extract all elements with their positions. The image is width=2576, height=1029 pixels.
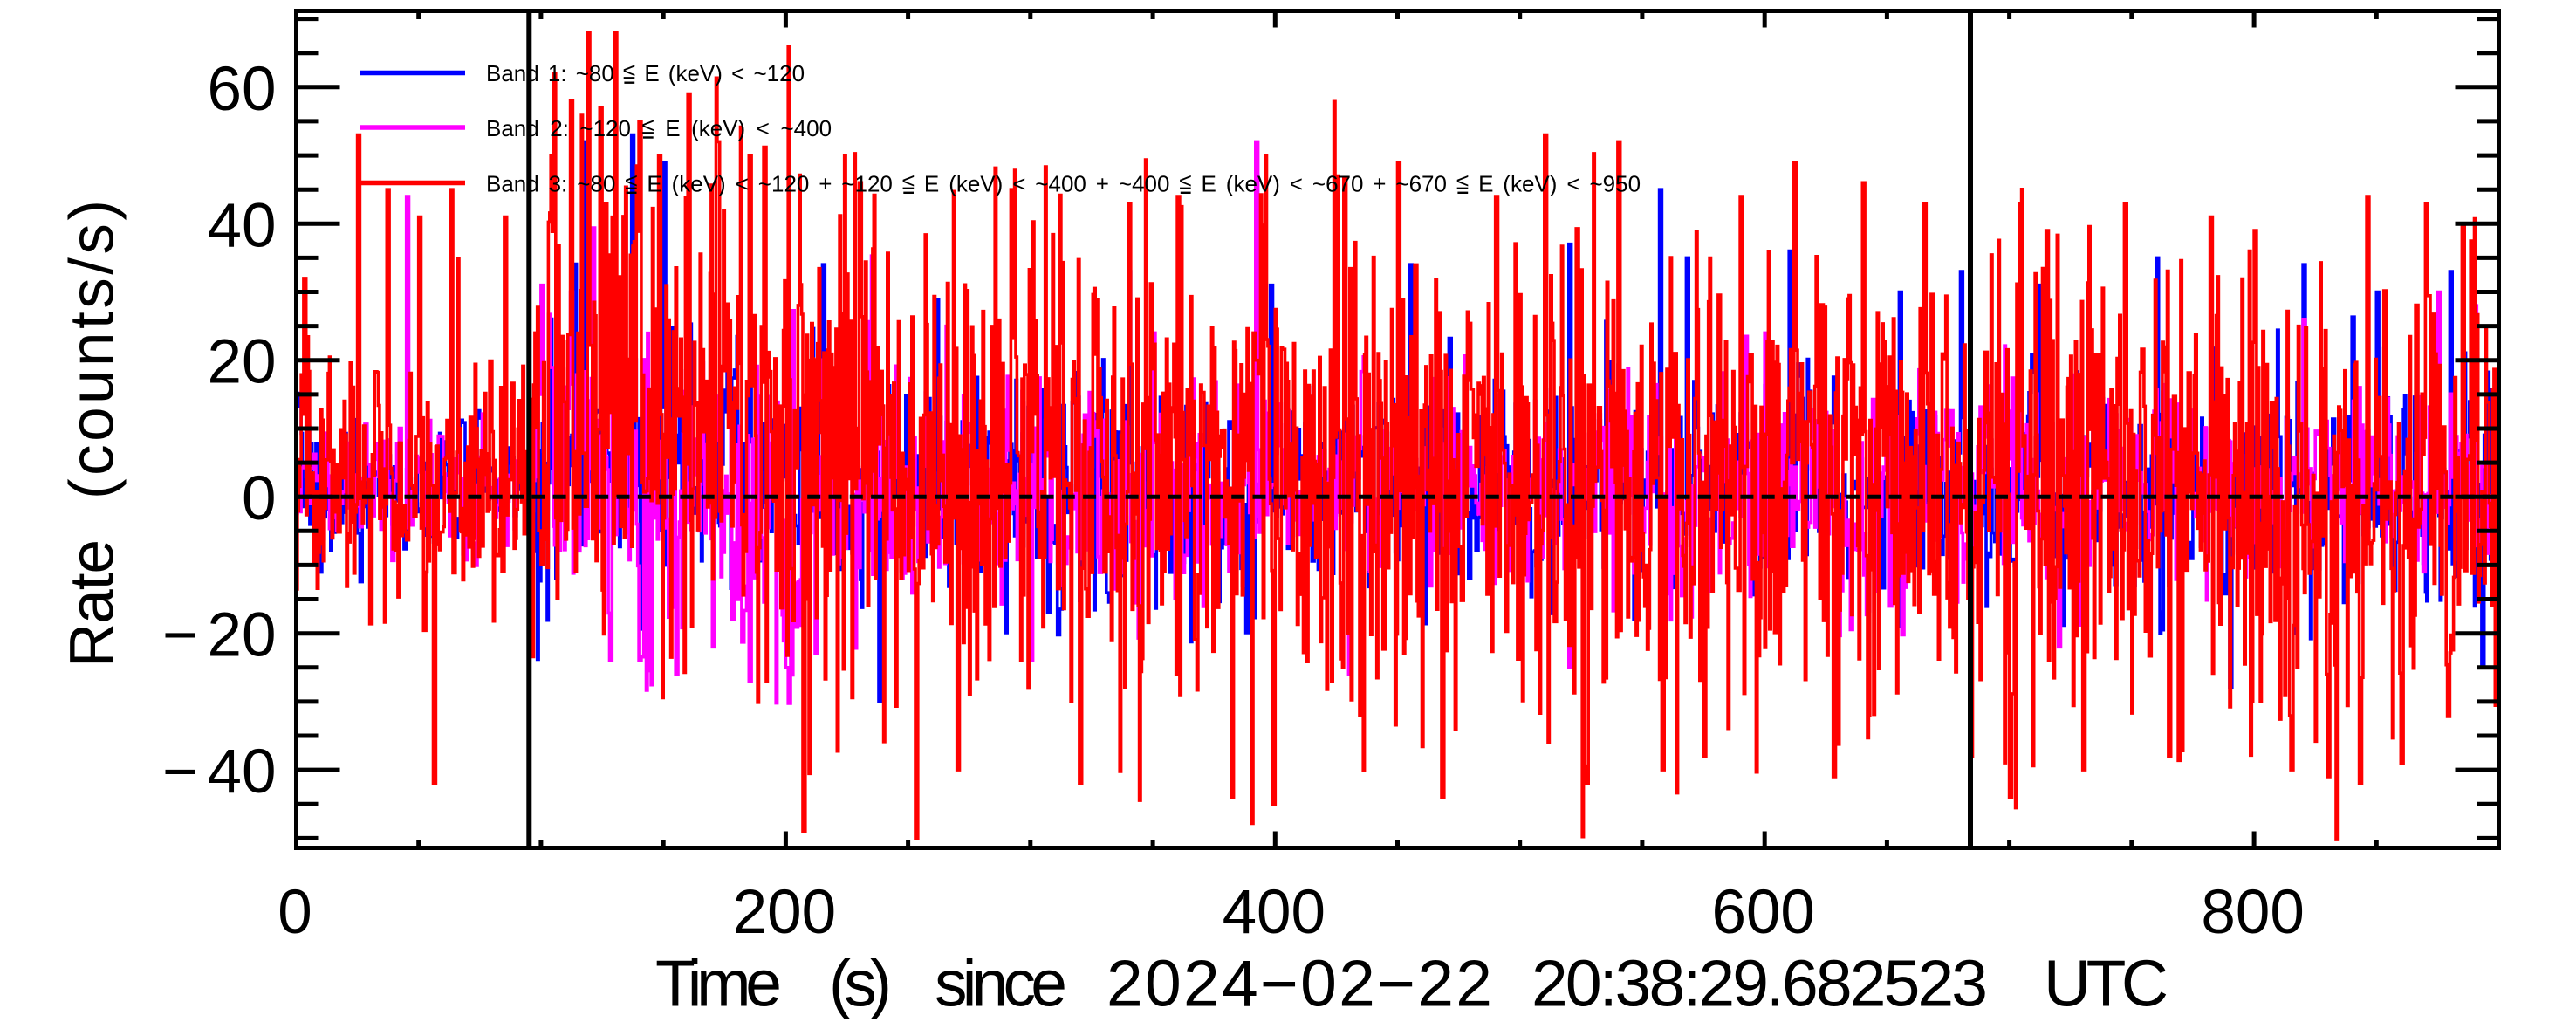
svg-text:E: E — [644, 60, 659, 86]
svg-text:(counts/s): (counts/s) — [58, 200, 127, 499]
svg-text:<: < — [736, 170, 749, 196]
svg-text:≤: ≤ — [623, 58, 635, 84]
svg-text:3:: 3: — [549, 170, 568, 196]
svg-text:Band: Band — [486, 60, 539, 86]
svg-text:(keV): (keV) — [949, 170, 1003, 196]
svg-text:(keV): (keV) — [668, 60, 723, 86]
svg-text:(keV): (keV) — [1503, 170, 1557, 196]
svg-text:E: E — [924, 170, 939, 196]
svg-text:~670: ~670 — [1312, 170, 1364, 196]
svg-text:+: + — [1373, 170, 1386, 196]
svg-text:<: < — [1290, 170, 1303, 196]
svg-text:≤: ≤ — [902, 168, 915, 194]
svg-text:Time: Time — [655, 947, 782, 1020]
svg-text:(keV): (keV) — [691, 115, 745, 141]
svg-text:~400: ~400 — [1035, 170, 1086, 196]
svg-text:0: 0 — [277, 878, 312, 947]
svg-text:~120: ~120 — [758, 170, 810, 196]
svg-text:~80: ~80 — [577, 170, 615, 196]
svg-text:(keV): (keV) — [1226, 170, 1280, 196]
svg-text:400: 400 — [1223, 878, 1326, 947]
svg-text:<: < — [1012, 170, 1025, 196]
svg-text:40: 40 — [208, 737, 277, 806]
svg-text:(keV): (keV) — [672, 170, 726, 196]
svg-text:20:38:29.682523: 20:38:29.682523 — [1531, 947, 1988, 1020]
svg-text:600: 600 — [1711, 878, 1814, 947]
svg-text:UTC: UTC — [2044, 947, 2168, 1020]
svg-text:≤: ≤ — [1456, 168, 1469, 194]
svg-text:20: 20 — [208, 601, 277, 670]
svg-text:E: E — [1202, 170, 1216, 196]
svg-text:≤: ≤ — [642, 113, 654, 139]
svg-text:Rate: Rate — [58, 539, 127, 668]
svg-text:~120: ~120 — [754, 60, 805, 86]
svg-text:40: 40 — [208, 191, 277, 260]
svg-text:~120: ~120 — [841, 170, 893, 196]
svg-text:≤: ≤ — [625, 168, 637, 194]
svg-text:Band: Band — [486, 115, 539, 141]
svg-text:0: 0 — [242, 464, 277, 533]
svg-text:E: E — [647, 170, 661, 196]
svg-text:+: + — [819, 170, 832, 196]
svg-text:2:: 2: — [550, 115, 569, 141]
svg-text:1:: 1: — [548, 60, 567, 86]
svg-text:~670: ~670 — [1395, 170, 1447, 196]
svg-text:20: 20 — [208, 328, 277, 397]
svg-text:~400: ~400 — [1119, 170, 1170, 196]
svg-text:~950: ~950 — [1590, 170, 1641, 196]
svg-text:<: < — [1566, 170, 1579, 196]
svg-text:800: 800 — [2201, 878, 2304, 947]
svg-text:−: − — [162, 737, 198, 806]
svg-text:<: < — [757, 115, 770, 141]
svg-text:<: < — [731, 60, 744, 86]
svg-text:since: since — [935, 947, 1067, 1020]
svg-text:(s): (s) — [829, 947, 892, 1020]
svg-text:+: + — [1096, 170, 1109, 196]
svg-text:60: 60 — [208, 55, 277, 124]
svg-text:E: E — [1478, 170, 1493, 196]
svg-text:200: 200 — [733, 878, 836, 947]
svg-text:≤: ≤ — [1179, 168, 1191, 194]
svg-text:~120: ~120 — [579, 115, 631, 141]
svg-text:Band: Band — [486, 170, 539, 196]
svg-text:E: E — [665, 115, 680, 141]
svg-text:~400: ~400 — [781, 115, 832, 141]
svg-text:−: − — [162, 601, 198, 670]
svg-text:~80: ~80 — [576, 60, 614, 86]
